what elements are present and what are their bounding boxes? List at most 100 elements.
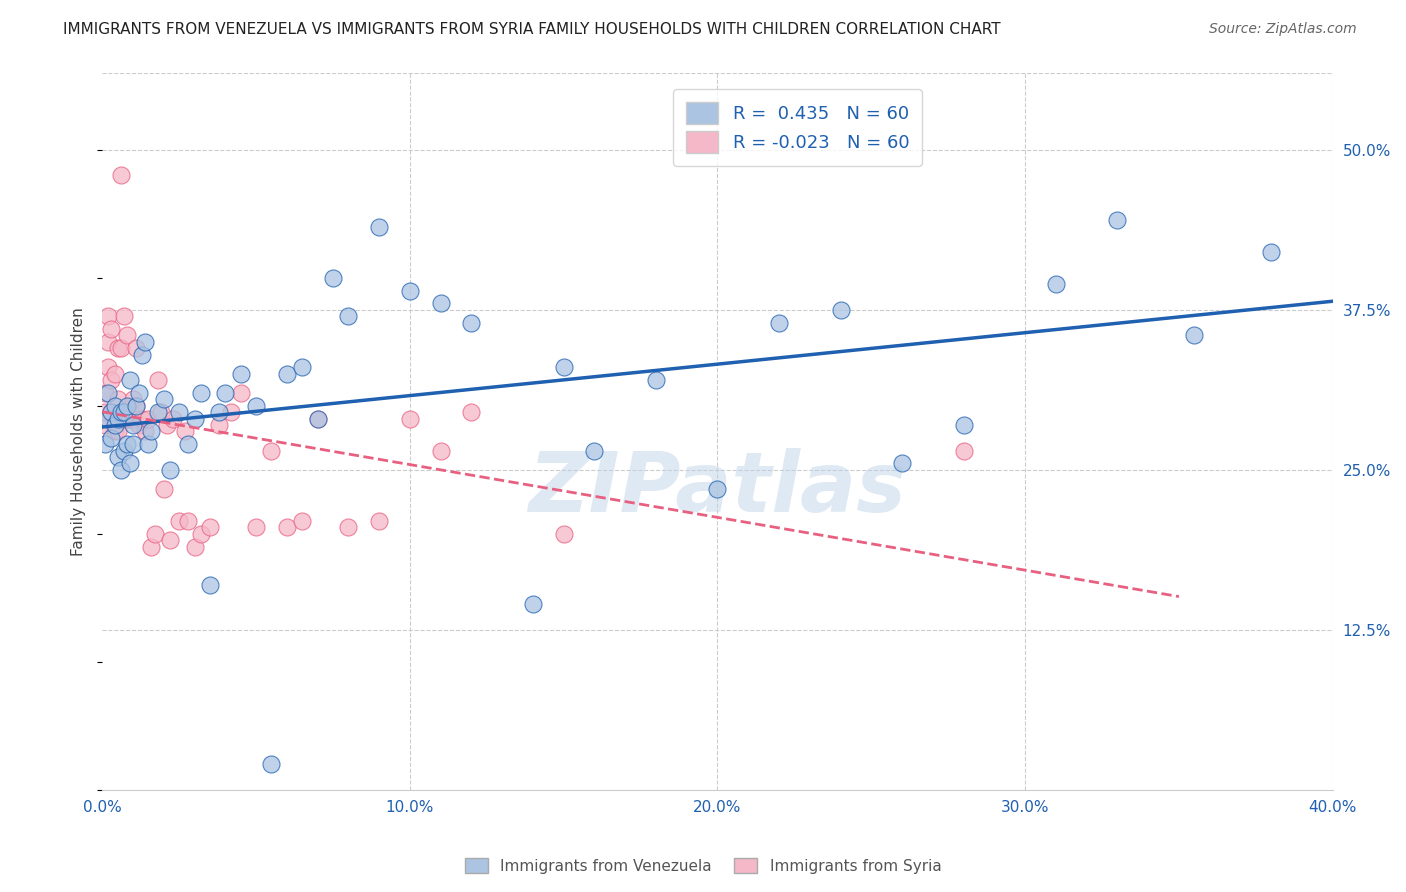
Point [460, 405, 482, 419]
Point [208, 417, 231, 432]
Point [276, 367, 298, 381]
Point [103, 399, 125, 413]
Point [429, 296, 451, 310]
Point [221, 405, 243, 419]
Point [103, 367, 125, 381]
Point [100, 405, 122, 419]
Point [110, 169, 132, 183]
Legend: R =  0.435   N = 60, R = -0.023   N = 60: R = 0.435 N = 60, R = -0.023 N = 60 [673, 89, 922, 166]
Point [107, 341, 129, 355]
Point [167, 405, 190, 419]
Point [583, 443, 606, 458]
Point [122, 417, 145, 432]
Point [167, 514, 190, 528]
Point [134, 425, 156, 439]
Point [118, 457, 141, 471]
Point [1107, 213, 1129, 227]
Point [125, 399, 148, 413]
Point [177, 437, 200, 451]
Text: IMMIGRANTS FROM VENEZUELA VS IMMIGRANTS FROM SYRIA FAMILY HOUSEHOLDS WITH CHILDR: IMMIGRANTS FROM VENEZUELA VS IMMIGRANTS … [63, 22, 1001, 37]
Point [146, 405, 169, 419]
Point [337, 309, 360, 323]
Point [198, 578, 221, 592]
Point [107, 450, 129, 464]
Point [97, 386, 120, 401]
Point [553, 526, 575, 541]
Point [198, 520, 221, 534]
Point [260, 443, 283, 458]
Point [110, 411, 132, 425]
Point [141, 425, 163, 439]
Point [118, 411, 141, 425]
Point [190, 386, 212, 401]
Point [399, 411, 422, 425]
Point [159, 533, 181, 548]
Point [291, 514, 314, 528]
Point [307, 411, 329, 425]
Point [122, 411, 145, 425]
Point [522, 597, 544, 611]
Point [97, 334, 120, 349]
Y-axis label: Family Households with Children: Family Households with Children [72, 307, 86, 556]
Point [322, 270, 344, 285]
Point [138, 411, 160, 425]
Point [97, 411, 120, 425]
Text: ZIPatlas: ZIPatlas [529, 449, 907, 529]
Point [830, 302, 852, 317]
Point [152, 392, 174, 407]
Point [100, 322, 122, 336]
Point [134, 334, 156, 349]
Point [97, 360, 120, 375]
Point [115, 437, 138, 451]
Point [100, 431, 122, 445]
Point [138, 437, 160, 451]
Point [183, 540, 205, 554]
Point [156, 417, 179, 432]
Point [1260, 245, 1282, 260]
Point [110, 341, 132, 355]
Point [115, 328, 138, 343]
Text: Source: ZipAtlas.com: Source: ZipAtlas.com [1209, 22, 1357, 37]
Point [368, 514, 391, 528]
Point [100, 373, 122, 387]
Point [94, 437, 117, 451]
Point [152, 482, 174, 496]
Point [118, 405, 141, 419]
Point [131, 411, 153, 425]
Point [110, 463, 132, 477]
Point [1045, 277, 1067, 292]
Point [245, 520, 267, 534]
Point [118, 373, 141, 387]
Point [291, 360, 314, 375]
Point [952, 443, 974, 458]
Point [103, 417, 125, 432]
Point [112, 405, 135, 419]
Point [125, 341, 148, 355]
Legend: Immigrants from Venezuela, Immigrants from Syria: Immigrants from Venezuela, Immigrants fr… [458, 852, 948, 880]
Point [131, 348, 153, 362]
Point [115, 399, 138, 413]
Point [399, 284, 422, 298]
Point [229, 386, 252, 401]
Point [260, 757, 283, 772]
Point [645, 373, 668, 387]
Point [229, 367, 252, 381]
Point [97, 309, 120, 323]
Point [214, 386, 236, 401]
Point [337, 520, 360, 534]
Point [115, 411, 138, 425]
Point [891, 457, 914, 471]
Point [768, 316, 790, 330]
Point [143, 526, 166, 541]
Point [103, 425, 125, 439]
Point [128, 386, 150, 401]
Point [112, 411, 135, 425]
Point [177, 514, 200, 528]
Point [112, 309, 135, 323]
Point [107, 392, 129, 407]
Point [307, 411, 329, 425]
Point [159, 463, 181, 477]
Point [368, 219, 391, 234]
Point [107, 411, 129, 425]
Point [125, 399, 148, 413]
